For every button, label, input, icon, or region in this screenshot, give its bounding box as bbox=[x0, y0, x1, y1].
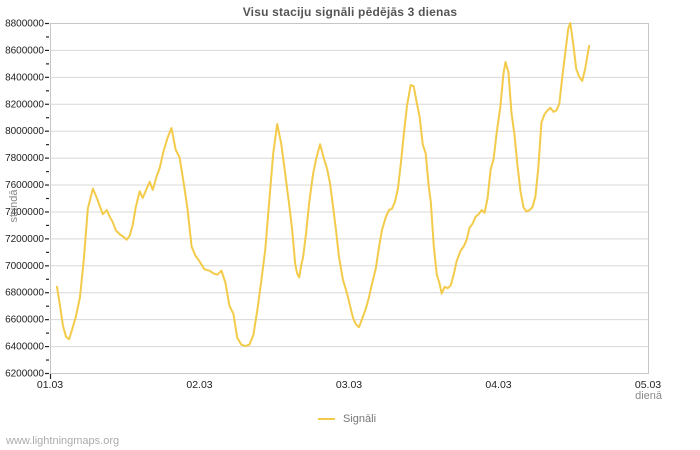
y-tick-label: 7600000 bbox=[5, 180, 44, 191]
y-tick-label: 8600000 bbox=[5, 45, 44, 56]
plot-frame bbox=[50, 23, 649, 374]
y-tick-label: 6200000 bbox=[5, 369, 44, 380]
y-tick-label: 8200000 bbox=[5, 99, 44, 110]
y-tick-label: 7000000 bbox=[5, 261, 44, 272]
x-tick-label: 02.03 bbox=[186, 379, 212, 391]
y-axis-label: stundā bbox=[8, 189, 20, 223]
y-tick-labels: 6200000 6400000 6600000 6800000 7000000 72000… bbox=[5, 19, 44, 380]
y-tick-label: 6400000 bbox=[5, 342, 44, 353]
y-tick-label: 8800000 bbox=[5, 19, 44, 30]
chart-title: Visu staciju signāli pēdējās 3 dienas bbox=[242, 5, 458, 19]
y-tick-label: 6800000 bbox=[5, 288, 44, 299]
x-tick-label: 03.03 bbox=[336, 379, 362, 391]
legend-line-swatch bbox=[318, 418, 335, 420]
y-tick-label: 7400000 bbox=[5, 207, 44, 218]
y-tick-label: 8400000 bbox=[5, 72, 44, 83]
legend-label: Signāli bbox=[343, 413, 377, 425]
gridlines bbox=[50, 23, 648, 374]
x-tick-label: 05.03 bbox=[635, 379, 661, 391]
x-tick-labels: 01.03 02.03 03.03 04.03 05.03 bbox=[37, 379, 661, 391]
axis-ticks bbox=[45, 22, 52, 379]
legend: Signāli bbox=[318, 413, 376, 425]
x-tick-label: 04.03 bbox=[485, 379, 511, 391]
watermark: www.lightningmaps.org bbox=[6, 435, 120, 447]
y-tick-label: 7800000 bbox=[5, 153, 44, 164]
signals-line bbox=[56, 22, 591, 348]
x-tick-label: 01.03 bbox=[37, 379, 63, 391]
y-tick-label: 6600000 bbox=[5, 315, 44, 326]
y-tick-label: 8000000 bbox=[5, 126, 44, 137]
y-tick-label: 7200000 bbox=[5, 234, 44, 245]
x-axis-label: dienā bbox=[635, 390, 662, 402]
